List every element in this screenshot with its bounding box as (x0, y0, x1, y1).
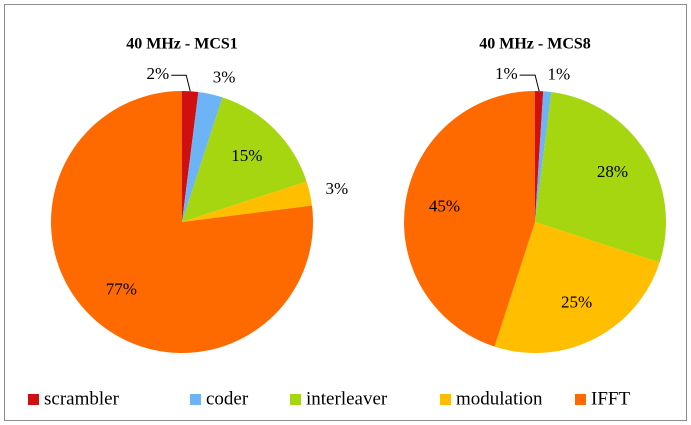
chart-title: 40 MHz - MCS8 (479, 36, 591, 53)
pie-slice (535, 91, 544, 222)
leader-line (171, 74, 191, 92)
pie-slice (50, 91, 314, 354)
legend-label: scrambler (44, 388, 120, 409)
data-label: 28% (597, 162, 628, 181)
legend-label: interleaver (306, 388, 388, 409)
legend-label: IFFT (591, 388, 630, 409)
legend-swatch (28, 394, 39, 405)
pie-slice (182, 91, 199, 222)
data-label: 3% (213, 67, 236, 86)
pie-slice (403, 91, 535, 347)
legend-swatch (190, 394, 201, 405)
data-label: 77% (106, 280, 137, 299)
chart-title: 40 MHz - MCS1 (126, 36, 238, 53)
pie-slice (535, 92, 666, 263)
pie-slice (182, 97, 307, 222)
pie-slice (182, 181, 312, 222)
pie-slice (535, 91, 552, 222)
pie-slice (494, 222, 660, 353)
data-label: 25% (561, 293, 592, 312)
legend-label: coder (206, 388, 249, 409)
frame (4, 4, 687, 421)
legend-swatch (290, 394, 301, 405)
legend-swatch (440, 394, 451, 405)
data-label: 1% (547, 65, 570, 84)
data-label: 15% (231, 146, 262, 165)
data-label: 2% (147, 64, 170, 83)
legend-label: modulation (456, 388, 543, 409)
data-label: 3% (325, 179, 348, 198)
pie-slice (182, 92, 223, 222)
data-label: 45% (429, 197, 460, 216)
data-label: 1% (495, 64, 518, 83)
legend-swatch (575, 394, 586, 405)
leader-line (519, 74, 540, 92)
